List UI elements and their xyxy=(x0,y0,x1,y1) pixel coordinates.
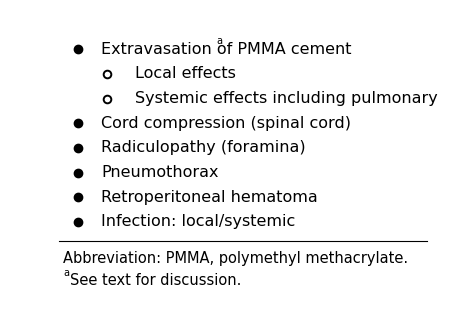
Text: Abbreviation: PMMA, polymethyl methacrylate.: Abbreviation: PMMA, polymethyl methacryl… xyxy=(63,251,408,266)
Text: Pneumothorax: Pneumothorax xyxy=(101,165,219,180)
Text: Cord compression (spinal cord): Cord compression (spinal cord) xyxy=(101,116,352,131)
Text: Radiculopathy (foramina): Radiculopathy (foramina) xyxy=(101,141,306,156)
Text: See text for discussion.: See text for discussion. xyxy=(70,273,241,288)
Text: Retroperitoneal hematoma: Retroperitoneal hematoma xyxy=(101,190,318,205)
Text: a: a xyxy=(63,268,69,278)
Text: Systemic effects including pulmonary: Systemic effects including pulmonary xyxy=(135,91,438,106)
Text: a: a xyxy=(217,36,223,46)
Text: Extravasation of PMMA cement: Extravasation of PMMA cement xyxy=(101,42,352,57)
Text: Local effects: Local effects xyxy=(135,67,236,81)
Text: Infection: local/systemic: Infection: local/systemic xyxy=(101,215,296,230)
